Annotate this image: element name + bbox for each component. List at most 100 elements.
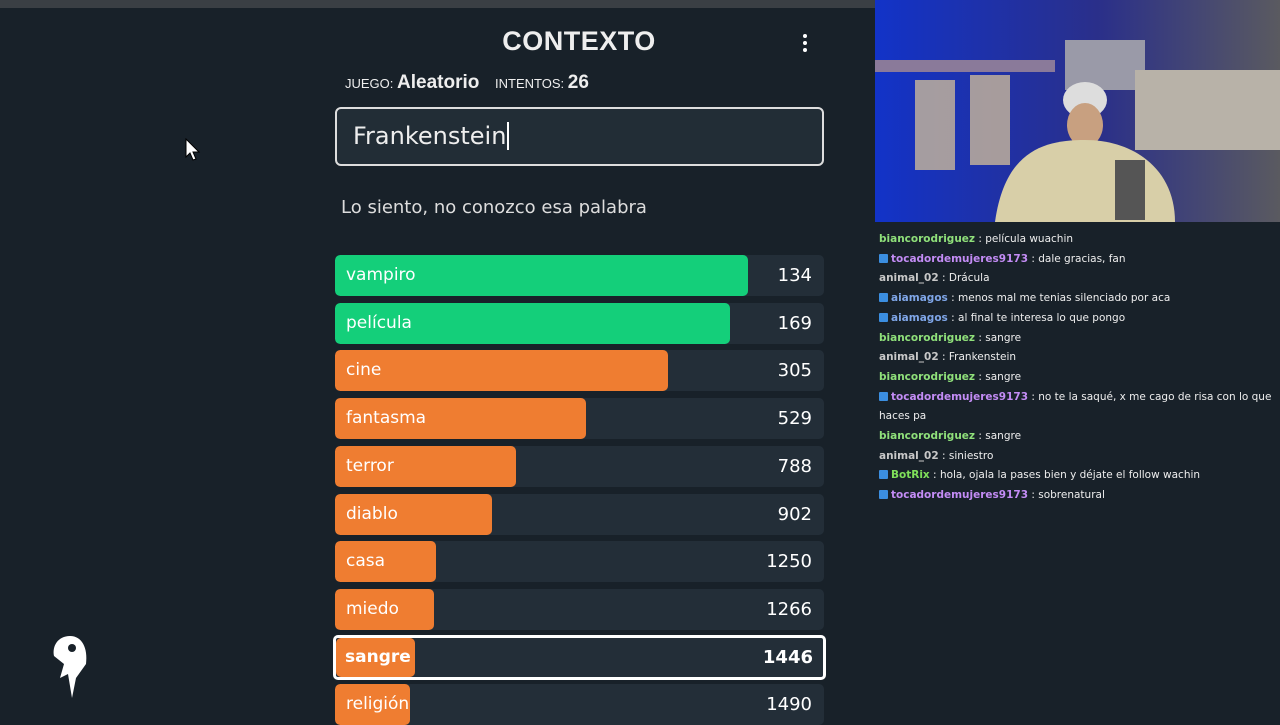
- chat-separator: :: [1031, 252, 1035, 265]
- chat: biancorodriguez : película wuachin tocado…: [879, 230, 1279, 506]
- guess-row: cine 305: [335, 350, 824, 392]
- chat-separator: :: [978, 370, 982, 383]
- game-value: Aleatorio: [397, 72, 480, 93]
- chat-separator: :: [978, 233, 982, 245]
- guess-bar: [335, 350, 668, 392]
- chat-text: al final te interesa lo que pongo: [958, 311, 1126, 324]
- menu-button[interactable]: [800, 32, 810, 54]
- guess-word: miedo: [346, 598, 399, 619]
- chat-separator: :: [942, 449, 946, 462]
- chat-separator: :: [978, 430, 982, 443]
- guess-rank: 134: [777, 265, 812, 286]
- chat-user: biancorodriguez: [879, 331, 976, 344]
- chat-user: biancorodriguez: [879, 233, 976, 245]
- chat-separator: :: [951, 292, 955, 305]
- guess-bar: [335, 541, 437, 583]
- chat-user: aiamagos: [891, 311, 948, 324]
- badge: [879, 253, 888, 263]
- guess-row: religión 1490: [335, 684, 824, 725]
- guess-bar: [335, 588, 435, 630]
- chat-text: sangre: [985, 331, 1022, 344]
- chat-text: dale gracias, fan: [1038, 252, 1126, 265]
- guess-word: película: [346, 312, 412, 333]
- guess-rank: 788: [777, 455, 812, 477]
- chat-separator: :: [978, 331, 982, 344]
- chat-message: biancorodriguez : película wuachin: [879, 230, 1279, 250]
- guess-rank: 169: [777, 312, 812, 334]
- guess-word: terror: [346, 455, 394, 476]
- chat-separator: :: [1031, 489, 1035, 502]
- chat-user: tocadordemujeres9173: [891, 489, 1028, 502]
- chat-user: animal_02: [879, 449, 939, 462]
- guess-rank: 1446: [762, 646, 813, 668]
- guess-row: terror 788: [335, 445, 824, 487]
- guess-bar: [336, 637, 415, 677]
- chat-message: aiamagos : menos mal me tenias silenciad…: [879, 289, 1279, 309]
- chat-message: animal_02 : Drácula: [879, 269, 1279, 289]
- guess-row: miedo 1266: [335, 588, 824, 630]
- attempts-label: INTENTOS:: [495, 76, 565, 91]
- guess-word: religión: [346, 694, 410, 715]
- guess-row: diablo 902: [335, 493, 824, 535]
- guess-row: fantasma 529: [335, 398, 824, 440]
- attempts-value: 26: [567, 72, 589, 93]
- chat-user: animal_02: [879, 272, 939, 285]
- game-info: JUEGO: Aleatorio INTENTOS: 26: [345, 72, 601, 94]
- guess-word: sangre: [345, 646, 411, 667]
- guess-rank: 1490: [766, 694, 812, 716]
- guess-word: casa: [346, 551, 386, 572]
- chat-message: animal_02 : Frankenstein: [879, 348, 1279, 368]
- chat-message: biancorodriguez : sangre: [879, 329, 1279, 349]
- webcam-scene: [875, 40, 1280, 222]
- guess-rank: 1266: [766, 598, 812, 620]
- badge: [879, 391, 888, 401]
- chat-message: animal_02 : siniestro: [879, 447, 1279, 467]
- chat-message: tocadordemujeres9173 : sobrenatural: [879, 486, 1279, 506]
- guess-row: sangre 1446: [333, 634, 826, 680]
- chat-user: biancorodriguez: [879, 370, 976, 383]
- chat-separator: :: [951, 311, 955, 324]
- guess-row: vampiro 134: [335, 255, 824, 296]
- input-text: Frankenstein: [353, 122, 510, 150]
- chat-user: tocadordemujeres9173: [891, 252, 1028, 265]
- chat-message: tocadordemujeres9173 : dale gracias, fan: [879, 250, 1279, 270]
- chat-message: aiamagos : al final te interesa lo que p…: [879, 309, 1279, 329]
- chat-text: menos mal me tenias silenciado por aca: [958, 292, 1171, 305]
- webcam: [875, 0, 1280, 222]
- badge: [879, 490, 888, 500]
- game-label: JUEGO:: [345, 76, 394, 91]
- chat-text: Frankenstein: [948, 351, 1017, 364]
- guess-word: cine: [346, 360, 382, 381]
- guess-bar: [335, 398, 587, 440]
- guess-bar: [335, 302, 731, 344]
- chat-user: animal_02: [879, 351, 939, 364]
- guess-bar: [335, 493, 492, 535]
- badge: [879, 312, 888, 322]
- chat-user: tocadordemujeres9173: [891, 390, 1028, 403]
- chat-text: sobrenatural: [1038, 489, 1105, 502]
- word-input[interactable]: Frankenstein: [335, 107, 824, 166]
- chat-text: sangre: [985, 370, 1022, 383]
- guess-rank: 902: [777, 503, 812, 525]
- chat-text: Drácula: [948, 272, 990, 285]
- guess-bar: [335, 255, 749, 296]
- chat-message: BotRix : hola, ojala la pases bien y déj…: [879, 466, 1279, 486]
- cursor: [185, 138, 201, 161]
- chat-separator: :: [1031, 390, 1035, 403]
- guess-rank: 529: [777, 408, 812, 430]
- chat-text: hola, ojala la pases bien y déjate el fo…: [939, 469, 1201, 482]
- badge: [879, 470, 888, 480]
- game-title: CONTEXTO: [502, 26, 656, 56]
- badge: [879, 293, 888, 303]
- chat-separator: :: [933, 469, 937, 482]
- chat-text: sangre: [985, 430, 1022, 443]
- chat-user: biancorodriguez: [879, 430, 976, 443]
- chat-message: tocadordemujeres9173 : no te la saqué, x…: [879, 388, 1279, 427]
- chat-text: no te la saqué, x me cago de risa con lo…: [879, 390, 1272, 423]
- top-bar: [0, 0, 875, 8]
- guess-row: casa 1250: [335, 541, 824, 583]
- chat-separator: :: [942, 272, 946, 285]
- error-message: Lo siento, no conozco esa palabra: [341, 197, 647, 218]
- guess-word: diablo: [346, 503, 398, 524]
